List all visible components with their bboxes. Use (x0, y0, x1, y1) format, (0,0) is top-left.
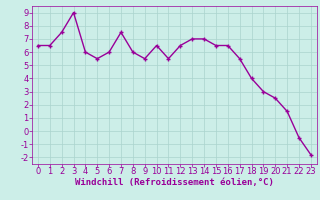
X-axis label: Windchill (Refroidissement éolien,°C): Windchill (Refroidissement éolien,°C) (75, 178, 274, 187)
